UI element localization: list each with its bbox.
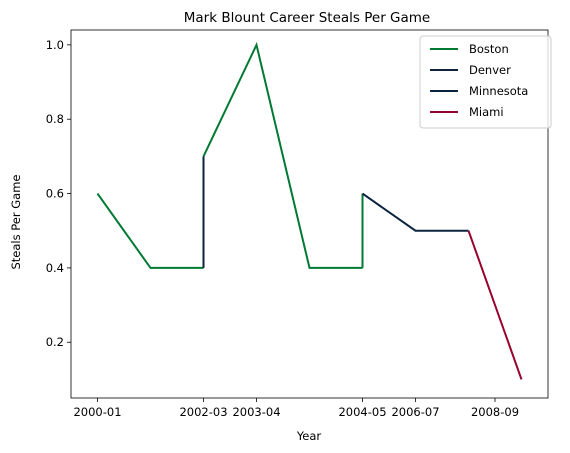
- x-tick-label: 2003-04: [232, 405, 280, 419]
- legend-box: [419, 35, 552, 129]
- legend-label: Minnesota: [469, 84, 528, 98]
- series-line-minnesota: [361, 192, 469, 232]
- y-axis-label: Steals Per Game: [9, 175, 23, 270]
- y-tick-label: 0.8: [46, 112, 64, 126]
- axes-frame: [70, 29, 549, 399]
- legend-label: Denver: [469, 63, 511, 77]
- x-tick-label: 2008-09: [471, 405, 519, 419]
- y-tick-label: 0.4: [46, 261, 64, 275]
- y-tick-label: 0.2: [46, 335, 64, 349]
- x-tick-label: 2000-01: [73, 405, 121, 419]
- legend: Boston Denver Minnesota Miami: [419, 35, 552, 129]
- series-line-boston: [96, 193, 204, 269]
- chart-title: Mark Blount Career Steals Per Game: [184, 10, 430, 26]
- x-tick-label: 2004-05: [338, 405, 386, 419]
- series-line-miami: [467, 230, 523, 380]
- plot-area: 0.2 0.4 0.6 0.8 1.0 2000-01 2002-03 2003-04 2004…: [46, 29, 549, 419]
- x-tick-label: 2002-03: [179, 405, 227, 419]
- series-line-boston: [202, 41, 363, 269]
- x-tick-label: 2006-07: [391, 405, 439, 419]
- legend-label: Miami: [469, 105, 504, 119]
- y-tick-label: 1.0: [46, 38, 64, 52]
- legend-label: Boston: [469, 42, 509, 56]
- x-axis-label: Year: [296, 429, 322, 443]
- y-tick-label: 0.6: [46, 187, 64, 201]
